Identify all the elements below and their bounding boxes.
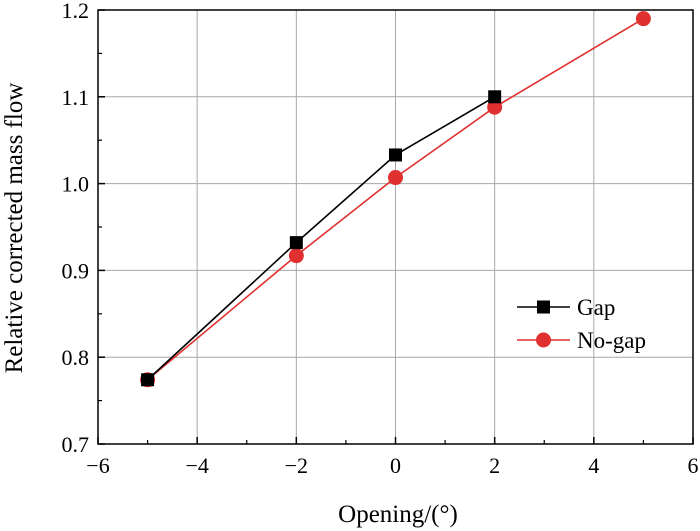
x-tick-label: 6: [688, 453, 699, 478]
legend-swatch-marker: [536, 332, 551, 348]
legend-swatch-marker: [537, 300, 550, 314]
data-point: [289, 236, 303, 250]
series-gap: [141, 90, 502, 387]
series-layer: [140, 11, 651, 388]
x-tick-label: −4: [185, 453, 208, 478]
legend-item: No-gap: [517, 328, 646, 353]
y-tick-label: 0.8: [62, 345, 90, 370]
legend-label: Gap: [577, 295, 615, 320]
data-point: [288, 248, 304, 264]
series-line: [147, 96, 496, 381]
y-tick-label: 1.2: [62, 0, 90, 23]
x-axis-label: Opening/(°): [338, 501, 458, 528]
y-tick-label: 0.9: [62, 258, 90, 283]
data-point: [488, 90, 502, 104]
data-point: [635, 11, 651, 27]
y-tick-label: 1.1: [62, 85, 90, 110]
x-tick-label: 0: [390, 453, 401, 478]
data-point: [389, 148, 402, 162]
axis-ticks: −6 −4 −2 0 2 4 6 0.7 0.8 0.9 1.0 1.1 1.2: [62, 0, 699, 478]
x-tick-label: 4: [588, 453, 599, 478]
x-tick-label: −2: [285, 453, 308, 478]
y-axis-label: Relative corrected mass flow: [1, 83, 28, 374]
x-tick-label: 2: [489, 453, 500, 478]
data-point: [487, 99, 503, 115]
data-point: [141, 373, 155, 387]
grid-lines: [98, 10, 693, 444]
y-tick-label: 1.0: [62, 172, 90, 197]
data-point: [388, 170, 403, 186]
legend: Gap No-gap: [517, 295, 646, 353]
y-tick-label: 0.7: [62, 432, 90, 457]
x-tick-label: −6: [86, 453, 109, 478]
legend-label: No-gap: [577, 328, 646, 353]
legend-item: Gap: [517, 295, 615, 320]
